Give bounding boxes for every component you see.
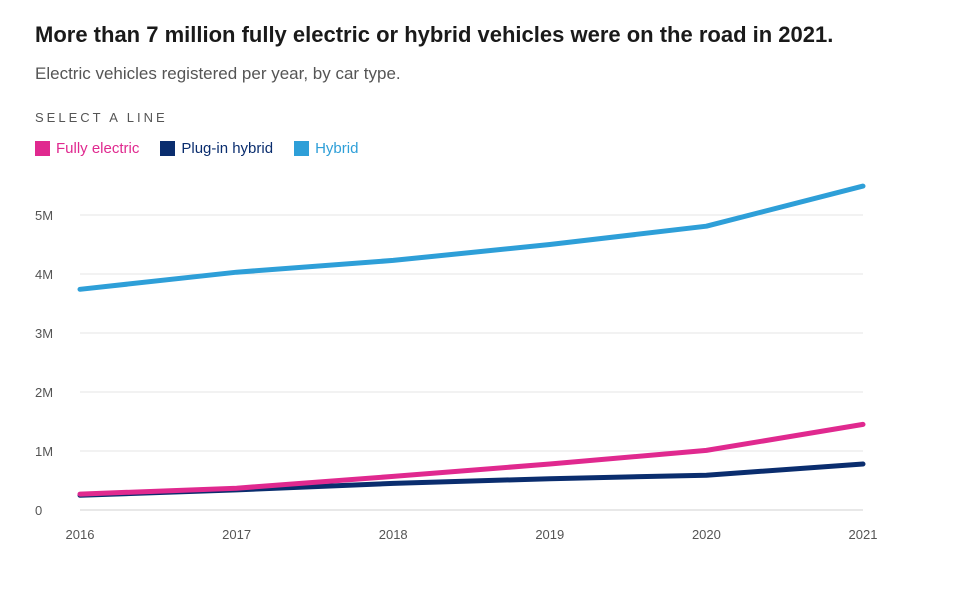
x-tick-label: 2021 (849, 527, 878, 542)
y-tick-label: 1M (35, 444, 53, 459)
legend-item-plug-in-hybrid[interactable]: Plug-in hybrid (160, 140, 273, 157)
x-tick-label: 2017 (222, 527, 251, 542)
chart-title: More than 7 million fully electric or hy… (35, 22, 834, 47)
select-line-label: SELECT A LINE (35, 110, 168, 125)
x-tick-label: 2018 (379, 527, 408, 542)
fully-electric-swatch (35, 141, 50, 156)
x-tick-label: 2016 (66, 527, 95, 542)
chart-subtitle: Electric vehicles registered per year, b… (35, 64, 401, 83)
legend: Fully electric Plug-in hybrid Hybrid (35, 140, 379, 157)
y-tick-label: 5M (35, 208, 53, 223)
legend-item-fully-electric[interactable]: Fully electric (35, 140, 139, 157)
hybrid-swatch (294, 141, 310, 156)
series-line-fully-electric (77, 421, 866, 497)
y-tick-label: 4M (35, 267, 53, 282)
legend-label-hybrid: Hybrid (315, 140, 359, 157)
y-tick-label: 3M (35, 326, 53, 341)
legend-item-hybrid[interactable]: Hybrid (294, 140, 358, 157)
y-tick-label: 2M (35, 385, 53, 400)
legend-label-plug-in-hybrid: Plug-in hybrid (181, 140, 274, 157)
series-line-hybrid (77, 183, 866, 292)
x-tick-label: 2020 (692, 527, 721, 542)
plug-in-hybrid-swatch (160, 141, 176, 156)
y-tick-label: 0 (35, 503, 42, 518)
x-tick-label: 2019 (535, 527, 564, 542)
legend-label-fully-electric: Fully electric (56, 140, 140, 157)
